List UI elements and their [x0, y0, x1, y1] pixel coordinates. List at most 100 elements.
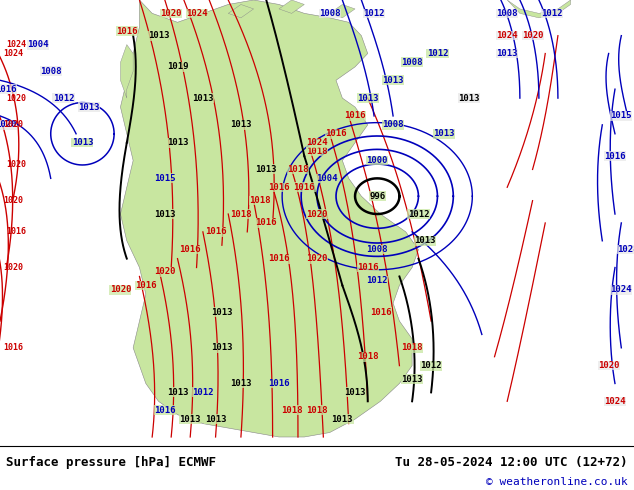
- Text: 1013: 1013: [154, 210, 176, 219]
- Text: 1012: 1012: [541, 9, 562, 18]
- Text: 1008: 1008: [496, 9, 518, 18]
- Text: 1020: 1020: [3, 121, 23, 129]
- Text: 1024: 1024: [186, 9, 207, 18]
- Text: 1028: 1028: [617, 245, 634, 254]
- Text: 1020: 1020: [160, 9, 182, 18]
- Text: 1016: 1016: [3, 343, 23, 352]
- Text: 1020: 1020: [3, 196, 23, 205]
- Polygon shape: [120, 0, 418, 437]
- Text: 1020: 1020: [522, 31, 543, 40]
- Text: 1016: 1016: [357, 263, 378, 272]
- Text: © weatheronline.co.uk: © weatheronline.co.uk: [486, 477, 628, 487]
- Text: 1020: 1020: [110, 285, 131, 294]
- Text: 1016: 1016: [154, 406, 176, 415]
- Text: 1016: 1016: [116, 27, 138, 36]
- Text: 1013: 1013: [433, 129, 455, 138]
- Text: Tu 28-05-2024 12:00 UTC (12+72): Tu 28-05-2024 12:00 UTC (12+72): [395, 456, 628, 469]
- Text: 1019: 1019: [167, 62, 188, 72]
- Text: 1013: 1013: [167, 138, 188, 147]
- Text: 1013: 1013: [167, 388, 188, 397]
- Text: 1004: 1004: [27, 40, 49, 49]
- Text: 1020: 1020: [6, 161, 27, 170]
- Text: 1018: 1018: [357, 352, 378, 361]
- Text: 1012: 1012: [427, 49, 448, 58]
- Text: 1020: 1020: [0, 121, 17, 129]
- Text: 1008: 1008: [319, 9, 340, 18]
- Text: 1016: 1016: [179, 245, 201, 254]
- Text: 1008: 1008: [382, 121, 404, 129]
- Text: 1024: 1024: [496, 31, 518, 40]
- Text: 1024: 1024: [611, 285, 632, 294]
- Text: 1013: 1013: [344, 388, 366, 397]
- Text: 1018: 1018: [287, 165, 309, 174]
- Text: 1013: 1013: [179, 415, 201, 424]
- Text: 1013: 1013: [382, 76, 404, 85]
- Polygon shape: [330, 4, 355, 18]
- Text: 1020: 1020: [3, 263, 23, 272]
- Text: 1004: 1004: [316, 174, 337, 183]
- Text: 1012: 1012: [420, 361, 442, 370]
- Text: 1015: 1015: [154, 174, 176, 183]
- Text: 1013: 1013: [211, 343, 233, 352]
- Text: 1016: 1016: [135, 281, 157, 290]
- Text: 1012: 1012: [53, 94, 74, 102]
- Text: Surface pressure [hPa] ECMWF: Surface pressure [hPa] ECMWF: [6, 456, 216, 469]
- Text: 1013: 1013: [72, 138, 93, 147]
- Text: 1016: 1016: [268, 254, 290, 263]
- Text: 1015: 1015: [611, 111, 632, 121]
- Text: 1013: 1013: [458, 94, 480, 102]
- Text: 1016: 1016: [268, 379, 290, 388]
- Text: 1008: 1008: [366, 245, 388, 254]
- Polygon shape: [228, 4, 254, 18]
- Text: 1013: 1013: [357, 94, 378, 102]
- Text: 1013: 1013: [78, 102, 100, 112]
- Text: 1016: 1016: [325, 129, 347, 138]
- Polygon shape: [279, 0, 304, 13]
- Text: 1016: 1016: [294, 183, 315, 192]
- Text: 1013: 1013: [401, 374, 423, 384]
- Text: 1020: 1020: [306, 210, 328, 219]
- Text: 1018: 1018: [249, 196, 271, 205]
- Text: 1013: 1013: [332, 415, 353, 424]
- Text: 1020: 1020: [306, 254, 328, 263]
- Text: 1016: 1016: [370, 308, 391, 317]
- Text: 1020: 1020: [154, 268, 176, 276]
- Text: 1016: 1016: [205, 227, 226, 236]
- Text: 1013: 1013: [211, 308, 233, 317]
- Text: 996: 996: [369, 192, 385, 201]
- Text: 1013: 1013: [414, 236, 436, 245]
- Text: 1013: 1013: [192, 94, 214, 102]
- Text: 1020: 1020: [598, 361, 619, 370]
- Text: 1013: 1013: [205, 415, 226, 424]
- Text: 1024: 1024: [306, 138, 328, 147]
- Text: 1008: 1008: [40, 67, 61, 76]
- Text: 1016: 1016: [268, 183, 290, 192]
- Text: 1012: 1012: [366, 276, 388, 285]
- Text: 1016: 1016: [344, 111, 366, 121]
- Text: 1024: 1024: [604, 397, 626, 406]
- Text: 1013: 1013: [148, 31, 169, 40]
- Polygon shape: [120, 45, 133, 98]
- Text: 1016: 1016: [0, 85, 17, 94]
- Text: 1013: 1013: [230, 121, 252, 129]
- Text: 1008: 1008: [401, 58, 423, 67]
- Text: 1013: 1013: [256, 165, 277, 174]
- Text: 1018: 1018: [306, 147, 328, 156]
- Text: 1018: 1018: [281, 406, 302, 415]
- Text: 1024: 1024: [6, 40, 27, 49]
- Text: 1018: 1018: [306, 406, 328, 415]
- Text: 1012: 1012: [363, 9, 385, 18]
- Text: 1012: 1012: [192, 388, 214, 397]
- Text: 1016: 1016: [256, 219, 277, 227]
- Text: 1000: 1000: [366, 156, 388, 165]
- Polygon shape: [507, 0, 571, 18]
- Text: 1020: 1020: [6, 94, 27, 102]
- Text: 1018: 1018: [230, 210, 252, 219]
- Text: 1018: 1018: [401, 343, 423, 352]
- Text: 1013: 1013: [496, 49, 518, 58]
- Text: 1012: 1012: [408, 210, 429, 219]
- Text: 1016: 1016: [604, 151, 626, 161]
- Text: 1024: 1024: [3, 49, 23, 58]
- Text: 1013: 1013: [230, 379, 252, 388]
- Text: 1016: 1016: [6, 227, 27, 236]
